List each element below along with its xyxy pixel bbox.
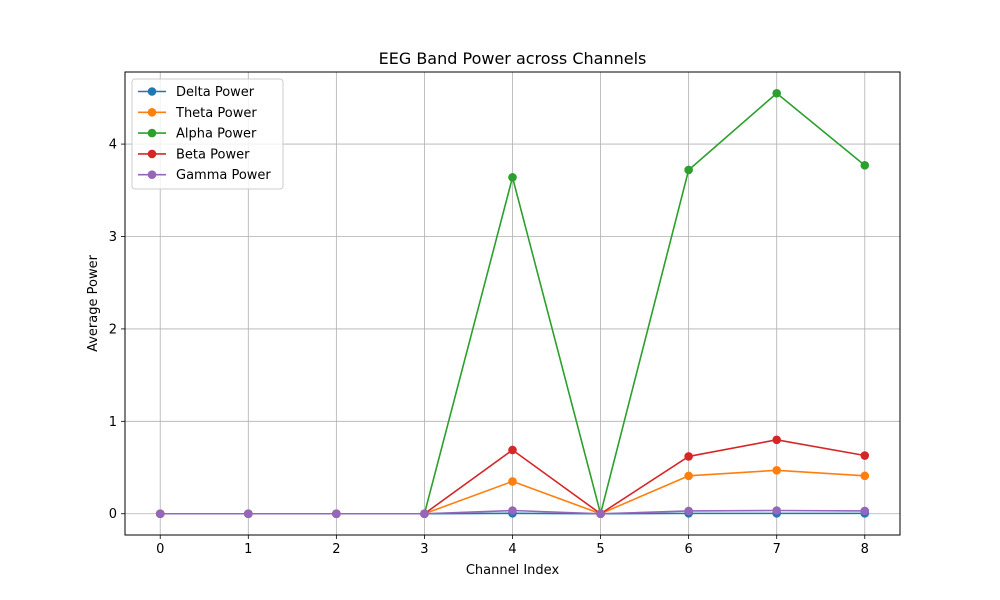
y-axis: 0 1 2 3 4	[109, 138, 125, 522]
data-point	[508, 477, 517, 486]
y-tick-label: 0	[109, 507, 117, 522]
data-point	[508, 445, 517, 455]
legend-marker	[147, 128, 157, 138]
data-point	[860, 161, 870, 170]
data-point	[684, 506, 693, 516]
data-point	[684, 165, 693, 175]
x-tick-label: 7	[773, 542, 781, 557]
x-tick-label: 8	[861, 542, 869, 557]
chart-title: EEG Band Power across Channels	[379, 49, 647, 68]
x-tick-label: 1	[244, 542, 252, 557]
y-tick-label: 2	[109, 322, 117, 337]
data-point	[332, 509, 341, 519]
x-axis: 0 1 2 3 4 5 6 7 8	[156, 535, 869, 557]
data-point	[508, 506, 517, 515]
data-point	[420, 509, 429, 519]
legend-box	[131, 78, 284, 190]
legend-label: Delta Power	[176, 85, 255, 100]
legend-marker	[147, 108, 157, 117]
data-point	[772, 466, 782, 475]
legend-label: Beta Power	[176, 147, 250, 162]
data-point	[684, 452, 693, 461]
y-axis-label: Average Power	[86, 254, 101, 351]
x-tick-label: 0	[156, 542, 164, 557]
data-point	[684, 471, 693, 481]
data-point	[860, 471, 870, 481]
legend: Delta Power Theta Power Alpha Power Beta Po…	[131, 78, 284, 190]
legend-marker	[147, 149, 157, 159]
legend-marker	[147, 87, 157, 96]
legend-item: Beta Power	[138, 147, 250, 162]
x-tick-label: 4	[508, 542, 516, 557]
legend-item: Alpha Power	[138, 127, 257, 142]
x-tick-label: 3	[420, 542, 428, 557]
x-axis-label: Channel Index	[466, 563, 560, 578]
y-tick-label: 3	[109, 230, 117, 245]
legend-item: Gamma Power	[138, 168, 271, 183]
data-point	[508, 173, 517, 182]
legend-item: Theta Power	[138, 106, 257, 121]
x-tick-label: 5	[596, 542, 604, 557]
legend-label: Theta Power	[175, 106, 257, 121]
legend-item: Delta Power	[138, 85, 255, 100]
y-tick-label: 4	[109, 138, 117, 153]
data-point	[772, 506, 782, 515]
data-point	[772, 88, 782, 98]
data-point	[860, 451, 870, 460]
legend-label: Alpha Power	[176, 127, 257, 142]
series-gamma-power	[155, 506, 870, 519]
legend-marker	[147, 170, 157, 179]
x-tick-label: 6	[684, 542, 692, 557]
data-point	[596, 509, 605, 519]
series-layer	[155, 88, 870, 519]
x-tick-label: 2	[332, 542, 340, 557]
data-point	[860, 506, 870, 516]
data-point	[155, 509, 165, 519]
legend-label: Gamma Power	[176, 168, 271, 183]
y-tick-label: 1	[109, 415, 117, 430]
data-point	[772, 435, 782, 445]
data-point	[243, 509, 253, 519]
